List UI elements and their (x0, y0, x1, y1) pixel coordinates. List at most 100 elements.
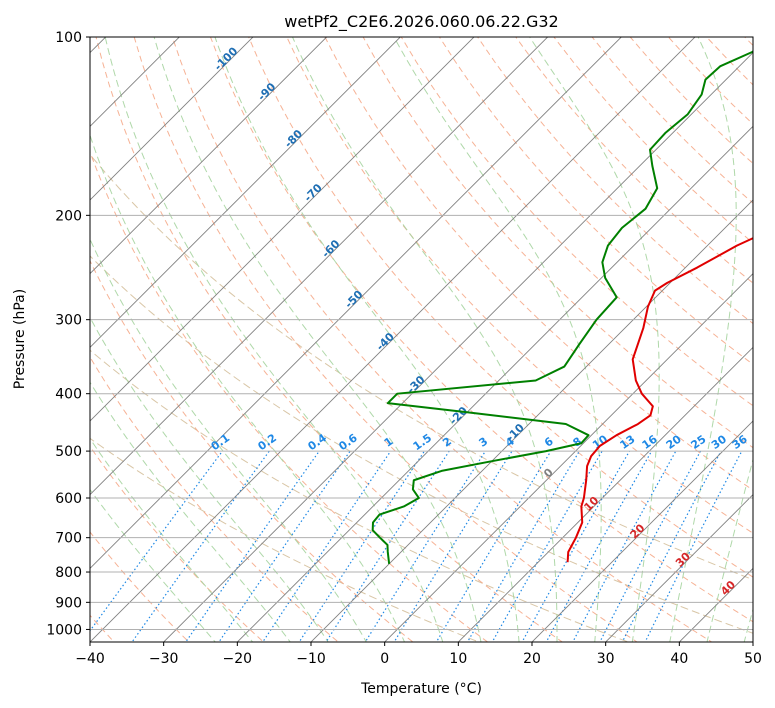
dry-adiabat-line (362, 37, 753, 449)
mixing-ratio-lines (90, 450, 743, 642)
mixing-ratio-line (393, 450, 513, 642)
y-tick-label: 1000 (46, 622, 82, 638)
x-tick-label: 20 (523, 651, 541, 667)
isotherm-line (90, 37, 328, 275)
isotherm-line (90, 37, 549, 496)
y-tick-label: 800 (55, 565, 82, 581)
mixing-ratio-label: 6 (542, 435, 556, 450)
isotherm-line (236, 125, 753, 642)
isotherm-line (163, 52, 753, 642)
y-tick-label: 200 (55, 208, 82, 224)
pressure-gridlines (90, 37, 753, 630)
isotherm-line (384, 273, 753, 642)
isotherm-line (605, 494, 753, 642)
plot-frame (89, 36, 754, 643)
moist-adiabat-line (90, 237, 367, 642)
dry-adiabat-line (248, 37, 753, 578)
moist-adiabat-line (291, 37, 558, 642)
isentrope-line (90, 153, 753, 581)
moist-adiabats (90, 37, 753, 642)
line-labels: 0.1 0.2 0.4 0.6 1 1.5 2 3 4 6 8 10 13 16 20 25 30 36-100-… (209, 44, 750, 598)
moist-adiabat-label: -50 (342, 288, 365, 311)
y-tick-label: 500 (55, 444, 82, 460)
mixing-ratio-label: 0.1 (209, 431, 232, 453)
dry-adiabat-line (95, 37, 564, 642)
isentrope-line (90, 255, 753, 634)
y-axis-label: Pressure (hPa) (12, 289, 28, 389)
dry-adiabat-line (90, 150, 489, 642)
dry-adiabat-line (515, 37, 753, 284)
isentrope-line (90, 437, 481, 642)
moist-adiabat-line (90, 316, 329, 642)
mixing-ratio-label: 0.6 (336, 431, 360, 453)
x-tick-label: 30 (597, 651, 615, 667)
isentrope-line (90, 349, 630, 642)
x-axis-ticks: −40 −30 −20 −10 0 10 20 30 40 50 (75, 642, 762, 667)
dry-adiabat-line (133, 37, 638, 642)
isentrope-lines (90, 153, 753, 642)
isotherm-line (90, 37, 696, 642)
moist-adiabat-label: 30 (673, 549, 693, 569)
mixing-ratio-line (466, 450, 580, 642)
moist-adiabat-line (90, 381, 291, 642)
dry-adiabat-line (438, 37, 753, 366)
temperature-profile (566, 237, 753, 563)
y-tick-label: 100 (55, 30, 82, 46)
isotherm-line (90, 37, 180, 127)
mixing-ratio-line (262, 450, 392, 642)
mixing-ratio-line (621, 450, 722, 642)
dry-adiabat-line (400, 37, 753, 407)
moist-adiabat-label: -70 (302, 181, 325, 204)
y-tick-label: 700 (55, 531, 82, 547)
mixing-ratio-line (131, 450, 270, 642)
isotherm-line (752, 641, 753, 642)
moist-adiabat-line (153, 37, 482, 642)
dry-adiabat-line (209, 37, 753, 623)
moist-adiabat-line (393, 37, 602, 642)
dry-adiabat-line (90, 531, 190, 642)
isotherm-line (90, 37, 254, 201)
dry-adiabat-line (756, 10, 775, 654)
plot-area: 0.1 0.2 0.4 0.6 1 1.5 2 3 4 6 8 10 13 16 20 25 30 36-100-… (0, 10, 775, 654)
isotherm-lines (0, 10, 753, 654)
dry-adiabat-line (171, 37, 713, 642)
moist-adiabat-line (90, 488, 216, 642)
moist-adiabat-line (104, 37, 444, 642)
dry-adiabat-line (90, 445, 265, 642)
y-tick-label: 900 (55, 595, 82, 611)
x-tick-label: 0 (380, 651, 389, 667)
x-axis-label: Temperature (°C) (360, 681, 482, 697)
mixing-ratio-line (435, 450, 552, 642)
x-tick-label: 10 (449, 651, 467, 667)
x-tick-label: −10 (296, 651, 326, 667)
y-tick-label: 600 (55, 491, 82, 507)
dry-adiabat-line (90, 259, 414, 642)
isotherm-line (0, 10, 59, 654)
isotherm-line (90, 37, 475, 422)
mixing-ratio-label: 25 (688, 433, 708, 452)
dry-adiabat-line (286, 37, 753, 534)
moist-adiabat-label: 20 (628, 521, 648, 541)
dry-adiabat-line (705, 37, 753, 86)
isotherm-line (90, 37, 622, 569)
y-tick-label: 400 (55, 387, 82, 403)
moist-adiabat-label: -60 (319, 237, 342, 260)
moist-adiabat-label: -90 (255, 80, 278, 103)
y-tick-label: 300 (55, 313, 82, 329)
y-axis-ticks: 100 200 300 400 500 600 700 800 900 1000 (46, 30, 90, 638)
moist-adiabat-line (214, 37, 520, 642)
dry-adiabat-line (629, 37, 753, 165)
moist-adiabat-line (90, 437, 254, 642)
mixing-ratio-line (298, 450, 425, 642)
moist-adiabat-line (90, 133, 406, 642)
isotherm-line (310, 199, 753, 642)
x-tick-label: 40 (670, 651, 688, 667)
dewpoint-profile (371, 50, 753, 564)
moist-adiabat-label: -100 (212, 44, 241, 73)
mixing-ratio-line (325, 450, 450, 642)
moist-adiabat-line (669, 37, 737, 642)
moist-adiabat-label: 40 (718, 578, 738, 598)
moist-adiabat-line (706, 457, 753, 642)
x-tick-label: 50 (744, 651, 762, 667)
